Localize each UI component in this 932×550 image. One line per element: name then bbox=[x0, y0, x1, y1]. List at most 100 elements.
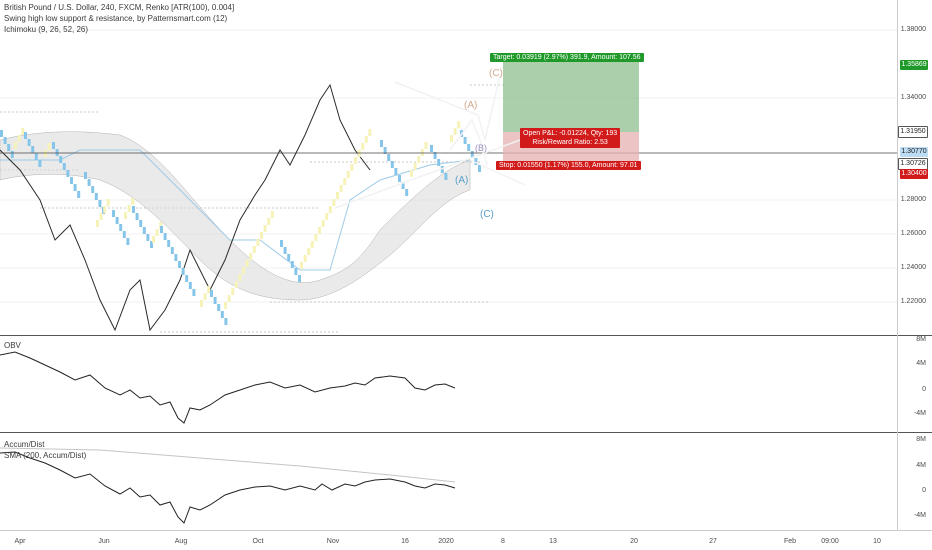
target-zone[interactable] bbox=[503, 62, 639, 132]
renko-brick bbox=[200, 300, 203, 307]
renko-brick bbox=[188, 282, 192, 289]
renko-brick bbox=[430, 145, 433, 152]
wave-label-a-bottom[interactable]: (A) bbox=[455, 175, 469, 186]
renko-brick bbox=[467, 144, 471, 151]
renko-brick bbox=[217, 304, 221, 311]
renko-brick bbox=[343, 178, 347, 185]
renko-brick bbox=[73, 184, 77, 191]
renko-brick bbox=[115, 217, 119, 224]
time-axis-label: Apr bbox=[14, 538, 26, 545]
time-axis-label: 13 bbox=[549, 538, 557, 545]
renko-brick bbox=[59, 156, 63, 163]
price-axis-label: 1.22000 bbox=[900, 298, 926, 305]
renko-brick bbox=[354, 157, 357, 164]
renko-bricks bbox=[0, 121, 481, 325]
time-axis-label: 09:00 bbox=[821, 538, 839, 545]
renko-brick bbox=[245, 260, 249, 267]
obv-axis-label: 8M bbox=[916, 336, 926, 343]
renko-brick bbox=[0, 130, 3, 137]
renko-brick bbox=[94, 193, 98, 200]
renko-brick bbox=[160, 226, 163, 233]
renko-brick bbox=[405, 189, 409, 196]
renko-brick bbox=[398, 175, 401, 182]
renko-brick bbox=[346, 171, 350, 178]
renko-brick bbox=[242, 267, 245, 274]
symbol-title[interactable]: British Pound / U.S. Dollar, 240, FXCM, … bbox=[4, 3, 235, 12]
renko-brick bbox=[224, 318, 228, 325]
obv-axis-label: 0 bbox=[922, 386, 926, 393]
accdist-sma-label[interactable]: SMA (200, Accum/Dist) bbox=[4, 451, 87, 460]
obv-axis-label: 4M bbox=[916, 360, 926, 367]
price-axis-label: 1.38000 bbox=[900, 26, 926, 33]
renko-brick bbox=[163, 233, 167, 240]
renko-brick bbox=[132, 206, 135, 213]
renko-brick bbox=[420, 149, 424, 156]
wave-label-c-top[interactable]: (C) bbox=[489, 68, 503, 79]
stop-label[interactable]: Stop: 0.01550 (1.17%) 155.0, Amount: 97.… bbox=[496, 161, 641, 170]
time-axis-label: 2020 bbox=[438, 538, 454, 545]
renko-brick bbox=[178, 261, 181, 268]
indicator-swing-label[interactable]: Swing high low support & resistance, by … bbox=[4, 14, 228, 23]
renko-brick bbox=[122, 231, 126, 238]
swing-price-tag: 1.31950 bbox=[898, 126, 928, 138]
renko-brick bbox=[99, 213, 103, 220]
pnl-line: Open P&L: -0.01224, Qty: 193 bbox=[523, 130, 618, 137]
renko-brick bbox=[203, 293, 207, 300]
renko-brick bbox=[325, 213, 329, 220]
renko-brick bbox=[112, 210, 115, 217]
renko-brick bbox=[10, 151, 14, 158]
renko-brick bbox=[394, 168, 398, 175]
renko-brick bbox=[192, 289, 196, 296]
time-axis-label: Feb bbox=[783, 538, 797, 545]
renko-brick bbox=[34, 153, 38, 160]
renko-brick bbox=[167, 240, 171, 247]
renko-brick bbox=[47, 143, 51, 150]
renko-brick bbox=[87, 179, 91, 186]
renko-brick bbox=[62, 163, 66, 170]
wave-label-b[interactable]: (B) bbox=[475, 143, 487, 153]
renko-brick bbox=[463, 137, 467, 144]
renko-brick bbox=[263, 225, 267, 232]
indicator-ichimoku-label[interactable]: Ichimoku (9, 26, 52, 26) bbox=[4, 25, 89, 34]
target-label[interactable]: Target: 0.03919 (2.97%) 391.9, Amount: 1… bbox=[490, 53, 644, 62]
renko-brick bbox=[17, 135, 21, 142]
renko-brick bbox=[152, 236, 155, 243]
time-axis-label: 10 bbox=[873, 538, 881, 545]
renko-brick bbox=[231, 288, 235, 295]
target-price-tag: 1.35869 bbox=[900, 60, 928, 70]
renko-brick bbox=[127, 205, 131, 212]
renko-brick bbox=[256, 239, 260, 246]
accdist-label[interactable]: Accum/Dist bbox=[4, 440, 45, 449]
renko-brick bbox=[474, 158, 478, 165]
renko-brick bbox=[307, 248, 311, 255]
wave-label-a-top[interactable]: (A) bbox=[464, 100, 478, 111]
risk-reward-line: Risk/Reward Ratio: 2.53 bbox=[532, 139, 608, 146]
renko-brick bbox=[383, 147, 387, 154]
renko-brick bbox=[181, 268, 185, 275]
renko-brick bbox=[98, 200, 102, 207]
renko-brick bbox=[328, 206, 332, 213]
ichimoku-cloud bbox=[0, 131, 471, 301]
wave-label-c-bottom[interactable]: (C) bbox=[480, 209, 494, 220]
renko-brick bbox=[450, 135, 453, 142]
renko-brick bbox=[364, 136, 368, 143]
renko-brick bbox=[227, 295, 231, 302]
renko-brick bbox=[350, 164, 354, 171]
renko-brick bbox=[453, 128, 457, 135]
renko-brick bbox=[135, 213, 139, 220]
price-axis-label: 1.26000 bbox=[900, 230, 926, 237]
renko-brick bbox=[318, 227, 321, 234]
renko-brick bbox=[444, 173, 448, 180]
renko-brick bbox=[300, 262, 303, 269]
elliott-wave-drawing[interactable] bbox=[334, 74, 526, 209]
obv-label[interactable]: OBV bbox=[4, 341, 21, 350]
renko-brick bbox=[27, 139, 31, 146]
pnl-label[interactable]: Open P&L: -0.01224, Qty: 193 Risk/Reward… bbox=[520, 128, 621, 148]
price-axis-label: 1.24000 bbox=[900, 264, 926, 271]
renko-brick bbox=[321, 220, 325, 227]
renko-brick bbox=[336, 192, 339, 199]
ichimoku-base-line bbox=[0, 149, 471, 271]
renko-brick bbox=[124, 212, 127, 219]
price-axis-label: 1.34000 bbox=[900, 94, 926, 101]
